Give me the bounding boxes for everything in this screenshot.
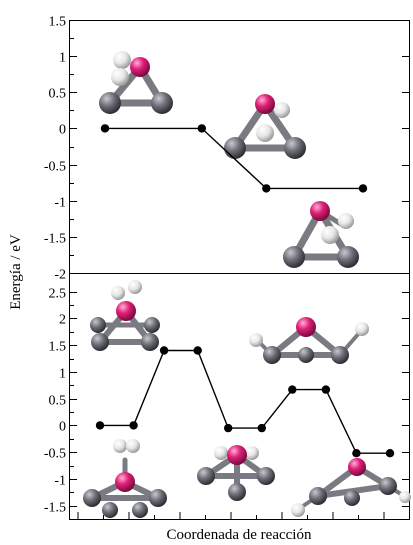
energy-profile-line xyxy=(100,349,390,454)
y-axis-label: Energía / eV xyxy=(8,234,24,310)
y-tick-label: 1.5 xyxy=(49,15,67,30)
energy-level-point xyxy=(385,449,395,458)
structure-state-3 xyxy=(83,439,167,518)
energy-level-point xyxy=(193,346,202,355)
top-energy-profile xyxy=(100,124,368,193)
structure-state-1 xyxy=(90,280,160,351)
y-tick-label: 1 xyxy=(59,367,66,382)
energy-level-point xyxy=(224,423,233,433)
energy-profile-line xyxy=(105,127,363,190)
y-tick-label: -1 xyxy=(54,196,66,211)
structure-reactant xyxy=(99,51,173,114)
bottom-panel-frame xyxy=(69,273,410,520)
bottom-y-axis: 2.5 2 1.5 1 0.5 0 -0.5 -1 -1.5 xyxy=(44,287,409,516)
top-structures xyxy=(99,51,359,268)
y-tick-label: 1.5 xyxy=(49,340,67,355)
energy-level-point xyxy=(159,346,169,355)
energy-level-point xyxy=(288,385,297,394)
y-tick-label: -2 xyxy=(54,268,66,283)
structure-state-5 xyxy=(291,458,411,517)
energy-level-point xyxy=(358,184,368,193)
energy-level-point xyxy=(321,385,331,394)
x-axis-label: Coordenada de reacción xyxy=(167,527,312,543)
energy-level-point xyxy=(257,423,266,433)
y-tick-label: 0 xyxy=(59,420,66,435)
bottom-x-axis xyxy=(77,512,385,519)
y-tick-label: 0.5 xyxy=(49,394,67,409)
top-y-axis: 1.5 1 0.5 0 -0.5 -1 -1.5 -2 xyxy=(44,15,409,283)
structure-state-2 xyxy=(249,317,369,364)
y-tick-label: 2 xyxy=(59,313,66,328)
y-tick-label: 2.5 xyxy=(49,287,67,302)
energy-level-point xyxy=(129,421,138,430)
bottom-structures xyxy=(83,280,411,518)
y-tick-label: -1.5 xyxy=(44,501,66,516)
energy-level-point xyxy=(95,421,105,430)
y-tick-label: 0.5 xyxy=(49,87,67,102)
energy-level-point xyxy=(100,124,110,133)
structure-intermediate xyxy=(224,94,306,159)
y-tick-label: 1 xyxy=(59,51,66,66)
energy-level-point xyxy=(262,184,271,193)
energy-level-point xyxy=(197,124,206,133)
structure-state-4 xyxy=(197,445,275,501)
y-tick-label: -0.5 xyxy=(44,160,66,175)
bottom-energy-profile xyxy=(95,346,395,458)
energy-level-point xyxy=(352,449,361,458)
y-tick-label: -1.5 xyxy=(44,232,66,247)
y-tick-label: 0 xyxy=(59,123,66,138)
structure-product xyxy=(283,201,359,268)
y-tick-label: -1 xyxy=(54,474,66,489)
y-tick-label: -0.5 xyxy=(44,447,66,462)
